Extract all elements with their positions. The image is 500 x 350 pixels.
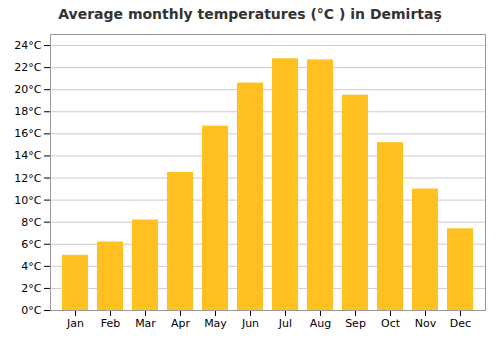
svg-text:14°C: 14°C (14, 149, 41, 162)
svg-text:Jun: Jun (241, 317, 259, 330)
svg-text:12°C: 12°C (14, 172, 41, 185)
svg-text:4°C: 4°C (21, 260, 41, 273)
svg-text:Apr: Apr (171, 317, 191, 330)
svg-text:2°C: 2°C (21, 282, 41, 295)
svg-text:18°C: 18°C (14, 105, 41, 118)
svg-text:Aug: Aug (310, 317, 331, 330)
svg-text:Jan: Jan (66, 317, 84, 330)
svg-text:Dec: Dec (450, 317, 471, 330)
svg-text:0°C: 0°C (21, 304, 41, 317)
svg-text:24°C: 24°C (14, 39, 41, 52)
svg-text:Oct: Oct (381, 317, 401, 330)
svg-text:6°C: 6°C (21, 238, 41, 251)
svg-text:Feb: Feb (101, 317, 120, 330)
svg-text:Mar: Mar (135, 317, 156, 330)
svg-text:May: May (204, 317, 227, 330)
svg-text:Sep: Sep (345, 317, 366, 330)
svg-text:Nov: Nov (415, 317, 437, 330)
svg-text:Jul: Jul (278, 317, 292, 330)
html-text:Average monthly temperatures (: Average monthly temperatures (°C ) in De… (58, 6, 442, 22)
svg-text:8°C: 8°C (21, 216, 41, 229)
svg-text:10°C: 10°C (14, 194, 41, 207)
svg-text:20°C: 20°C (14, 83, 41, 96)
svg-text:16°C: 16°C (14, 127, 41, 140)
svg-text:22°C: 22°C (14, 61, 41, 74)
